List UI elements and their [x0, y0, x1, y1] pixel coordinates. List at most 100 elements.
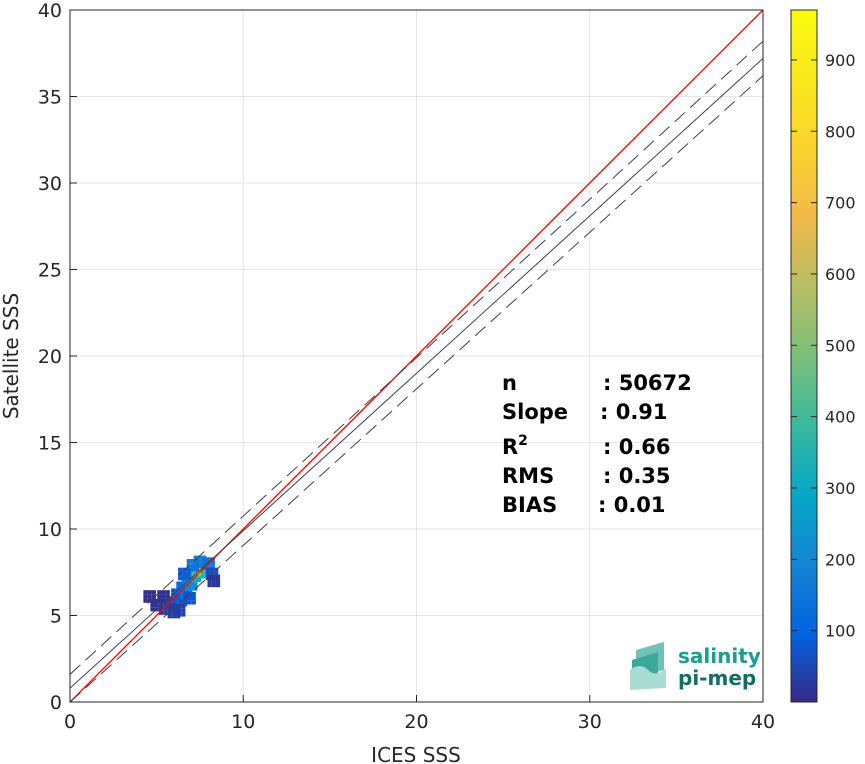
density-cell — [192, 577, 197, 583]
density-cell — [186, 567, 191, 572]
density-cell — [197, 555, 203, 560]
density-cell — [147, 590, 152, 595]
density-cell — [177, 612, 182, 617]
density-cell — [164, 605, 169, 610]
density-cell — [191, 600, 196, 605]
density-cell — [178, 576, 183, 581]
density-cell — [143, 590, 148, 595]
density-cell — [215, 574, 221, 579]
density-cell — [174, 597, 179, 603]
y-tick-label: 5 — [50, 606, 62, 628]
density-cell — [189, 586, 194, 591]
stat-label: BIAS — [502, 493, 557, 517]
density-cell — [176, 589, 181, 595]
x-ticks: 0 10 20 30 40 — [64, 695, 775, 733]
density-cell — [168, 597, 173, 602]
density-cell — [150, 603, 155, 608]
density-cell — [184, 586, 190, 591]
colorbar: 100 200 300 400 500 600 700 800 900 — [790, 9, 856, 703]
density-cell — [195, 559, 200, 564]
density-cell — [177, 608, 182, 613]
x-tick-label: 10 — [231, 711, 255, 733]
line-layer — [70, 10, 763, 702]
density-cell — [143, 594, 148, 599]
y-tick-label: 15 — [38, 433, 62, 455]
density-cell — [209, 567, 215, 572]
density-cell — [202, 561, 207, 566]
density-cell — [172, 608, 178, 613]
density-cell — [193, 582, 198, 587]
logo-text-pi-mep: pi-mep — [678, 666, 756, 690]
density-cell — [186, 559, 191, 564]
density-cell — [210, 561, 215, 566]
density-cell — [167, 605, 172, 610]
regression-lower-line — [70, 75, 763, 702]
y-tick-label: 25 — [38, 260, 62, 282]
density-cell — [172, 604, 178, 609]
density-cell — [182, 571, 187, 577]
density-cell — [181, 578, 186, 583]
density-cell — [161, 590, 166, 595]
stat-value: : 0.35 — [603, 464, 671, 488]
regression-upper-line — [70, 40, 763, 675]
density-cell — [172, 612, 178, 617]
density-cell — [183, 600, 188, 605]
density-cell — [190, 567, 196, 572]
density-cell — [161, 594, 166, 599]
stat-value: : 0.91 — [600, 400, 668, 424]
logo-wave-front — [630, 666, 666, 690]
density-cell — [191, 591, 196, 597]
density-cell — [181, 604, 186, 609]
density-cell — [207, 574, 212, 579]
density-cell — [211, 583, 216, 588]
salinity-pi-mep-logo: salinity pi-mep — [630, 642, 761, 690]
density-cell — [186, 563, 191, 568]
density-cell — [176, 581, 181, 586]
density-cell — [158, 610, 164, 615]
density-cell — [189, 582, 194, 587]
density-cell — [190, 559, 196, 564]
y-tick-label: 30 — [38, 173, 62, 195]
x-tick-label: 20 — [404, 711, 428, 733]
density-cell — [187, 600, 192, 605]
y-tick-label: 35 — [38, 87, 62, 109]
density-cell — [154, 598, 159, 604]
density-cell — [183, 591, 188, 597]
density-cell — [168, 601, 173, 606]
density-cell — [163, 610, 168, 615]
density-cell — [150, 607, 155, 612]
density-cell — [202, 557, 207, 562]
density-cell — [161, 598, 166, 603]
density-cell — [143, 598, 148, 603]
density-cell — [147, 598, 152, 603]
density-layer — [143, 555, 221, 619]
colorbar-tick-label: 800 — [825, 122, 856, 141]
density-cell — [211, 574, 216, 579]
density-cell — [191, 596, 196, 601]
density-cell — [179, 595, 184, 600]
density-cell — [181, 608, 186, 613]
density-cell — [179, 590, 184, 596]
density-cell — [150, 598, 155, 604]
density-cell — [193, 555, 198, 560]
density-cell — [181, 612, 186, 617]
density-cell — [195, 567, 200, 572]
density-cell — [206, 557, 211, 562]
density-cell — [211, 578, 216, 583]
stat-value: : 0.66 — [603, 435, 671, 459]
density-cell — [182, 576, 187, 581]
y-tick-label: 10 — [38, 519, 62, 541]
y-tick-label: 20 — [38, 346, 62, 368]
density-cell — [164, 597, 169, 602]
density-cell — [190, 563, 196, 568]
colorbar-gradient — [790, 9, 818, 703]
density-cell — [167, 614, 172, 619]
density-cell — [165, 590, 170, 595]
density-cell — [178, 597, 183, 603]
density-cell — [207, 583, 212, 588]
density-cell — [157, 590, 162, 595]
density-cell — [158, 606, 164, 611]
y-axis-label: Satellite SSS — [0, 293, 23, 419]
colorbar-tick-label: 600 — [825, 265, 856, 284]
